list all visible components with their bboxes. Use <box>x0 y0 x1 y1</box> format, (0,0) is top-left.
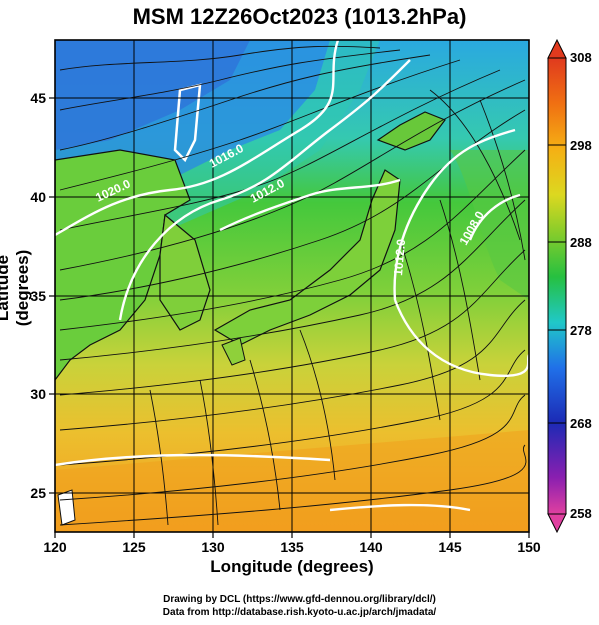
lat-lon-grid <box>55 40 529 532</box>
isobar-1012-north <box>219 178 401 232</box>
colorbar-tick-label: 298 <box>570 138 592 153</box>
chart-title: MSM 12Z26Oct2023 (1013.2hPa) <box>132 4 467 29</box>
credit-data: Data from http://database.rish.kyoto-u.a… <box>162 607 437 618</box>
isobar-1020 <box>55 40 340 237</box>
isobar-label: 1012.0 <box>391 238 408 276</box>
x-tick-label: 120 <box>43 539 67 555</box>
colorbar-bar <box>547 57 567 515</box>
x-tick-label: 140 <box>359 539 383 555</box>
x-tick-label: 130 <box>201 539 225 555</box>
y-tick-label: 40 <box>30 189 46 205</box>
x-tick-label: 125 <box>122 539 146 555</box>
colorbar-max-arrow <box>547 38 567 59</box>
x-tick-label: 145 <box>438 539 462 555</box>
x-tick-label: 135 <box>280 539 304 555</box>
isobar-1008 <box>468 193 521 241</box>
isobars <box>55 40 529 512</box>
colorbar-tick-label: 258 <box>570 506 592 521</box>
colorbar-min-arrow <box>547 513 567 534</box>
credit-drawing: Drawing by DCL (https://www.gfd-dennou.o… <box>163 594 436 605</box>
colorbar-tick-label: 288 <box>570 235 592 250</box>
y-tick-label: 30 <box>30 386 46 402</box>
isobar-1016 <box>118 59 411 321</box>
y-tick-label: 25 <box>30 485 46 501</box>
y-tick-label: 35 <box>30 288 46 304</box>
isobar-south-2 <box>329 503 471 512</box>
isobar-1012-east <box>393 128 516 301</box>
isobar-1012-south <box>393 299 529 377</box>
colorbar: 308 298 288 278 268 258 <box>547 38 592 534</box>
isobar-south <box>55 453 331 467</box>
y-axis-label: Latitude (degrees) <box>0 249 32 327</box>
colorbar-tick-label: 268 <box>570 416 592 431</box>
axis-ticks <box>49 97 530 538</box>
y-tick-label: 45 <box>30 90 46 106</box>
x-tick-label: 150 <box>517 539 541 555</box>
colorbar-tick-label: 278 <box>570 323 592 338</box>
colorbar-tick-label: 308 <box>570 50 592 65</box>
x-axis-label: Longitude (degrees) <box>210 557 374 576</box>
